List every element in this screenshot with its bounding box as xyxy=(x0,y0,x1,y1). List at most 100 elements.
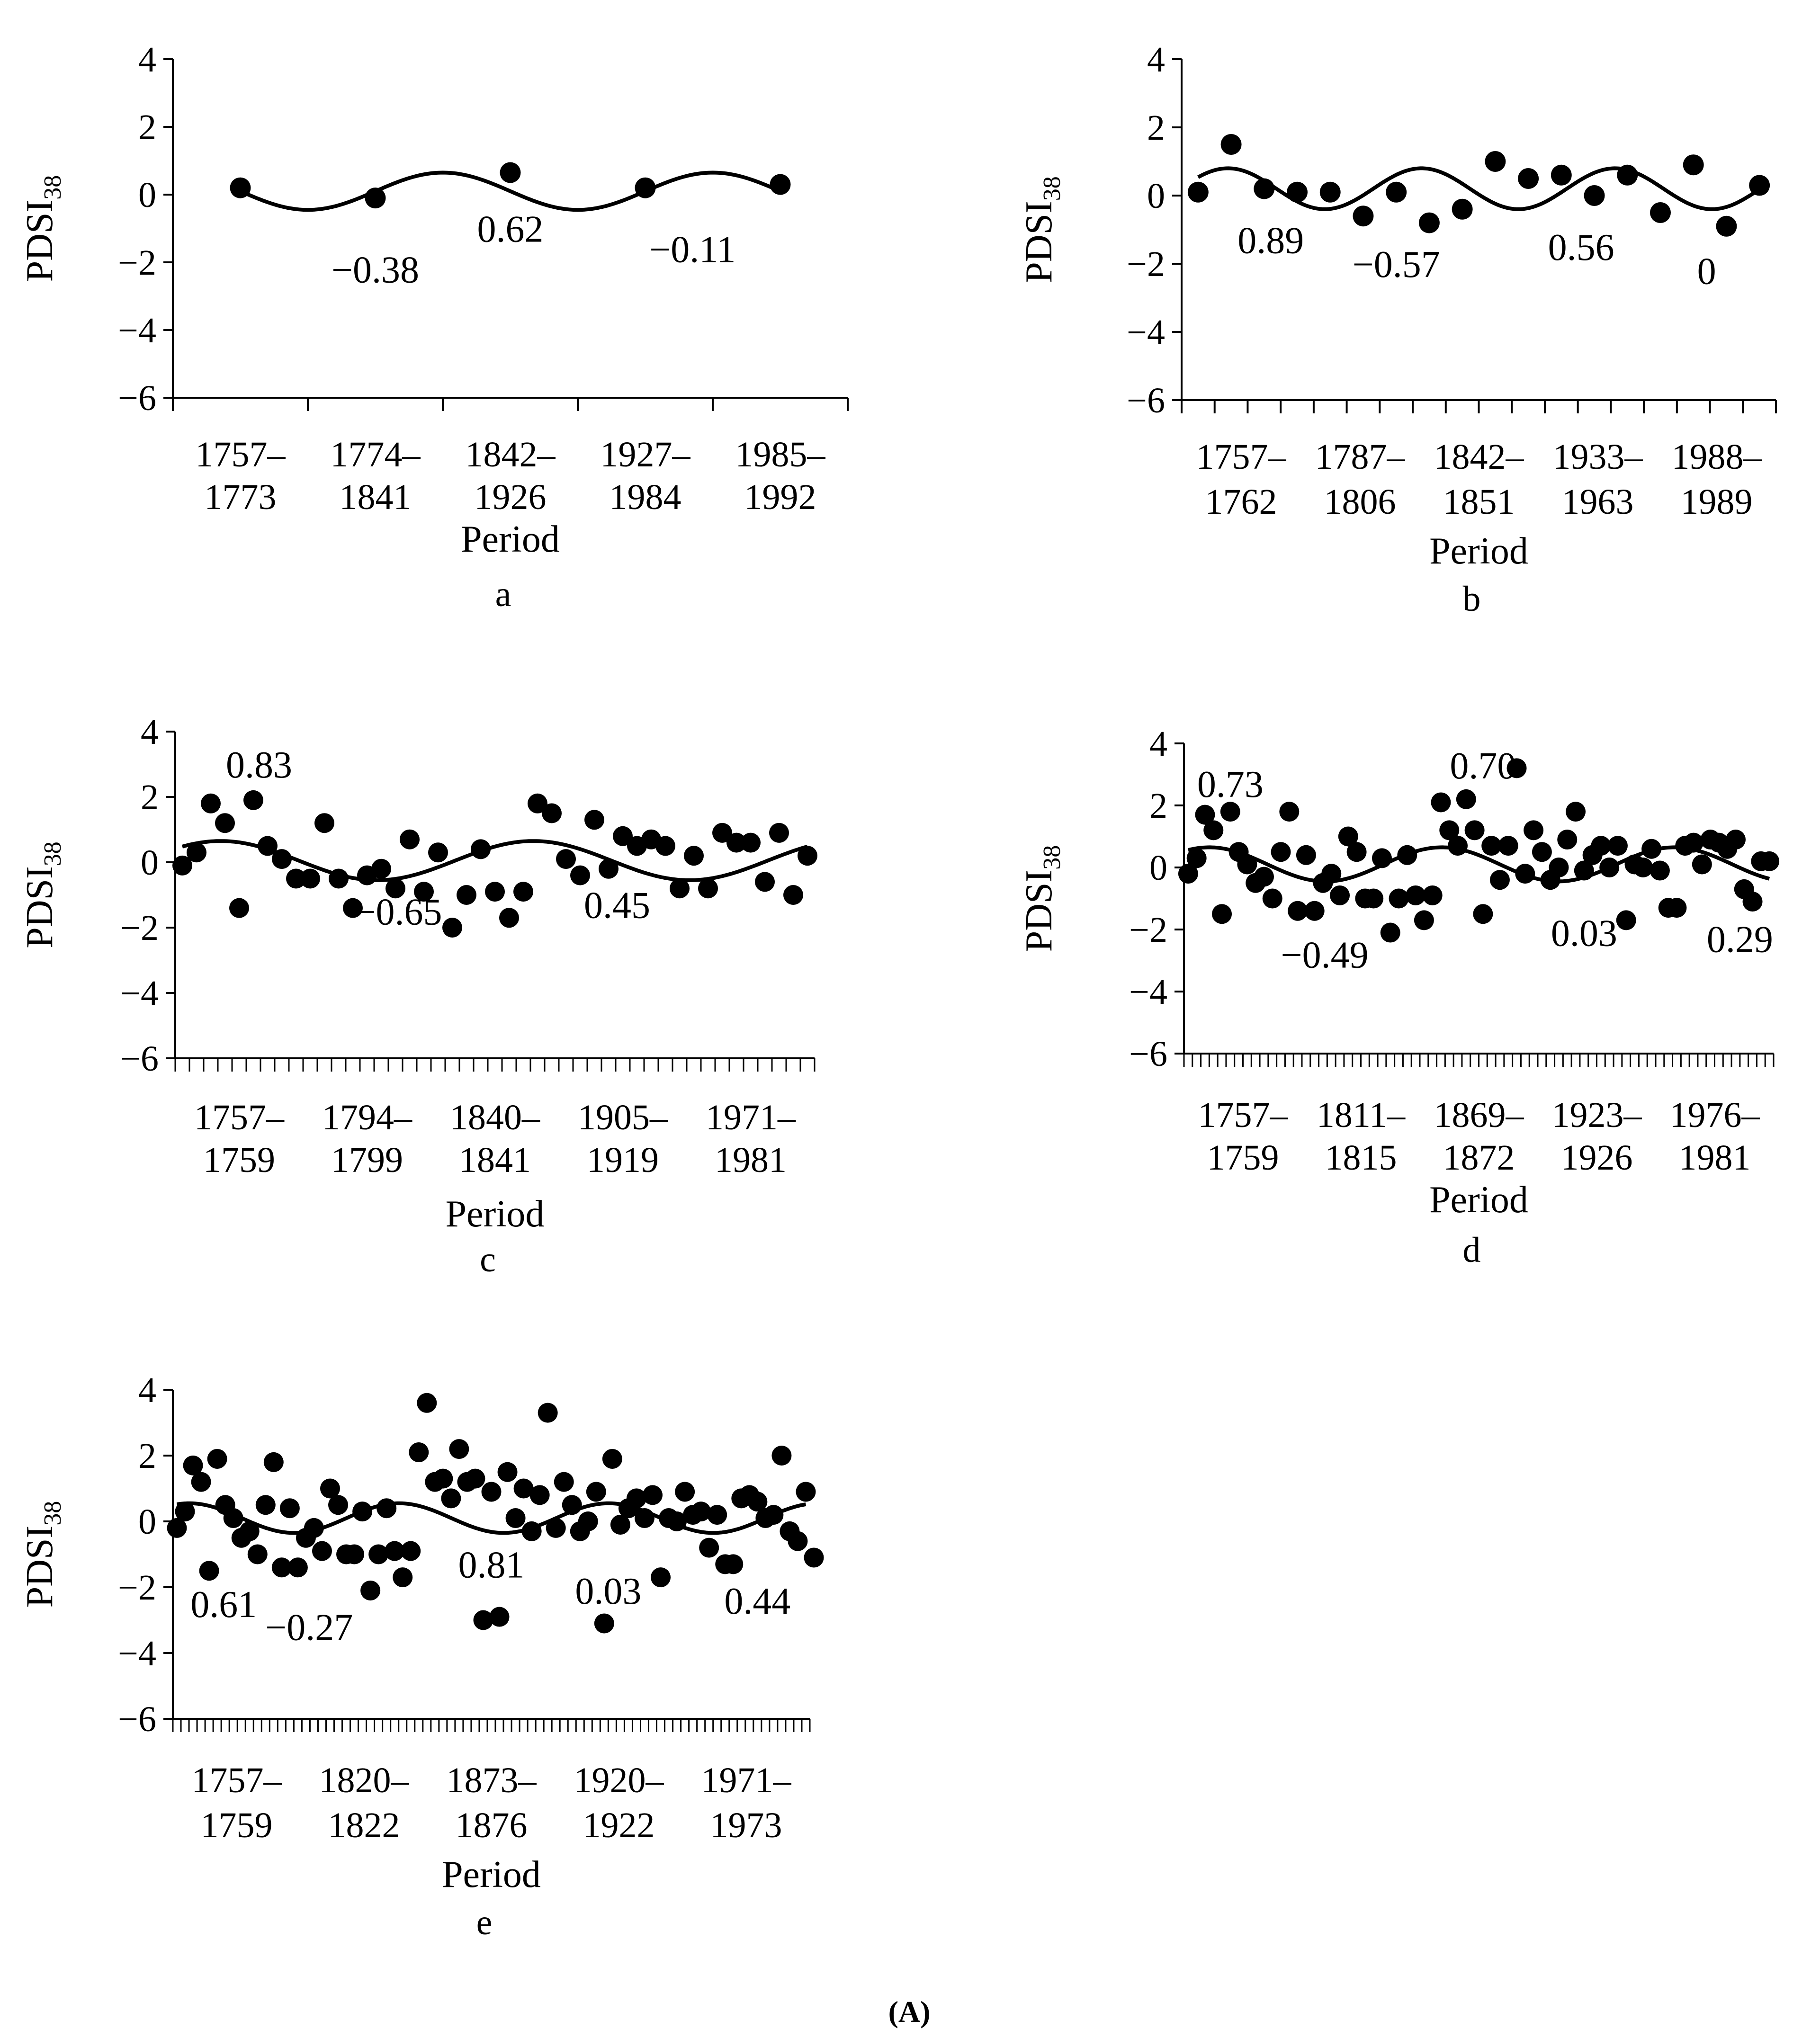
x-tick-label-bottom: 1841 xyxy=(340,477,412,517)
data-point xyxy=(201,793,221,813)
chart-panel-e: 4 2 0 −2 −4 −6 1757– 1759 1820– 1822 1873– 1876 1920… xyxy=(19,1370,824,1942)
data-point xyxy=(449,1439,469,1459)
x-tick-label-bottom: 1981 xyxy=(715,1140,787,1180)
data-point xyxy=(312,1541,332,1561)
data-point xyxy=(183,1455,203,1475)
data-point xyxy=(172,855,192,876)
y-tick-label: −2 xyxy=(1127,244,1165,284)
data-point xyxy=(1448,836,1468,856)
data-point xyxy=(409,1442,429,1463)
x-tick-label-top: 1842– xyxy=(466,435,556,474)
data-point xyxy=(1566,802,1586,822)
data-point xyxy=(167,1518,187,1538)
data-point xyxy=(634,1508,654,1528)
chart-panel-b: 4 2 0 −2 −4 −6 1757– 1762 1787– 1806 1842– 1851 1933… xyxy=(1018,40,1777,619)
data-point xyxy=(1633,858,1653,877)
data-point xyxy=(1515,864,1535,884)
data-point xyxy=(529,1485,550,1505)
data-point xyxy=(417,1393,437,1413)
x-tick-label-top: 1820– xyxy=(319,1761,410,1800)
x-tick-label-top: 1869– xyxy=(1434,1095,1524,1135)
data-point xyxy=(344,1544,365,1564)
chart-panel-d: 4 2 0 −2 −4 −6 1757–1759 1811–1815 1869–1872 1923… xyxy=(1018,724,1780,1270)
data-point xyxy=(1187,181,1209,203)
panel-label: e xyxy=(476,1903,493,1942)
data-point xyxy=(300,868,320,889)
data-point xyxy=(343,898,363,918)
chart-panel-c: 4 2 0 −2 −4 −6 1757–1759 1794–1799 1840–1841 1905… xyxy=(19,712,817,1279)
y-axis-title: PDSI38 xyxy=(19,175,66,282)
data-point xyxy=(497,1462,518,1482)
y-axis-title-main: PDSI xyxy=(19,1526,61,1608)
panel-label: c xyxy=(480,1240,496,1279)
data-point xyxy=(1287,181,1308,203)
x-tick-label-bottom: 1806 xyxy=(1324,482,1396,522)
data-point xyxy=(556,849,576,869)
data-point xyxy=(1330,885,1350,905)
data-point xyxy=(229,898,249,918)
x-tick-label-top: 1757– xyxy=(1196,437,1287,477)
x-tick-label-bottom: 1773 xyxy=(205,477,277,517)
mean-annotation: 0.29 xyxy=(1707,919,1773,961)
data-point xyxy=(1279,802,1300,822)
y-tick-label: −4 xyxy=(118,1634,156,1673)
data-point xyxy=(643,1485,663,1505)
y-tick-label: 2 xyxy=(1147,108,1165,148)
data-point xyxy=(1725,830,1746,850)
x-tick-label-top: 1794– xyxy=(322,1098,412,1137)
data-point xyxy=(1524,820,1544,840)
data-point xyxy=(243,790,263,810)
data-point xyxy=(1220,134,1242,155)
x-tick-label-bottom: 1759 xyxy=(203,1140,275,1180)
y-axis-title-main: PDSI xyxy=(1018,201,1060,283)
data-point xyxy=(473,1610,493,1630)
y-tick-label: −4 xyxy=(118,311,156,350)
x-tick-label-top: 1923– xyxy=(1552,1095,1642,1135)
mean-annotation: 0.89 xyxy=(1237,220,1304,262)
mean-annotation: 0.61 xyxy=(190,1584,257,1626)
data-point xyxy=(1288,901,1308,921)
data-point xyxy=(542,803,562,823)
data-point xyxy=(1456,789,1476,809)
data-point xyxy=(1684,832,1704,853)
mean-annotation: 0.81 xyxy=(458,1544,525,1586)
data-point xyxy=(457,885,476,905)
data-point xyxy=(1346,842,1367,862)
mean-annotation: −0.11 xyxy=(649,229,735,270)
data-point xyxy=(584,810,604,830)
x-tick-label-bottom: 1815 xyxy=(1325,1138,1397,1178)
x-tick-label-top: 1920– xyxy=(574,1761,664,1800)
x-tick-label-top: 1757– xyxy=(1198,1095,1289,1135)
data-point xyxy=(578,1511,598,1531)
y-axis-title: PDSI38 xyxy=(1018,845,1066,952)
data-point xyxy=(1498,836,1518,856)
mean-annotation: 0.62 xyxy=(477,209,544,250)
data-point xyxy=(538,1403,558,1423)
y-axis-title: PDSI38 xyxy=(1018,176,1066,283)
y-tick-label: 2 xyxy=(1149,786,1167,826)
data-point xyxy=(400,829,420,849)
x-tick-label-top: 1757– xyxy=(196,435,286,474)
data-point xyxy=(368,1544,389,1564)
mean-annotation: −0.65 xyxy=(354,892,442,933)
y-tick-label: −4 xyxy=(1127,313,1165,352)
data-point xyxy=(599,858,619,879)
data-point xyxy=(191,1472,211,1492)
data-point xyxy=(258,836,278,856)
x-tick-label-top: 1757– xyxy=(192,1761,282,1800)
x-tick-label-bottom: 1841 xyxy=(459,1140,531,1180)
x-tick-label-bottom: 1963 xyxy=(1562,482,1634,522)
panel-label: a xyxy=(495,574,511,614)
data-point xyxy=(279,1498,300,1519)
y-tick-label: −4 xyxy=(120,974,159,1013)
x-tick-label-top: 1840– xyxy=(450,1098,540,1137)
data-point xyxy=(655,836,675,856)
y-tick-label: 4 xyxy=(138,1370,156,1410)
data-point xyxy=(796,1482,816,1502)
panel-label: b xyxy=(1463,579,1481,619)
y-tick-label: −2 xyxy=(1129,910,1167,950)
y-tick-label: 2 xyxy=(138,1436,156,1476)
data-point xyxy=(1212,904,1232,924)
data-point xyxy=(667,1511,687,1531)
